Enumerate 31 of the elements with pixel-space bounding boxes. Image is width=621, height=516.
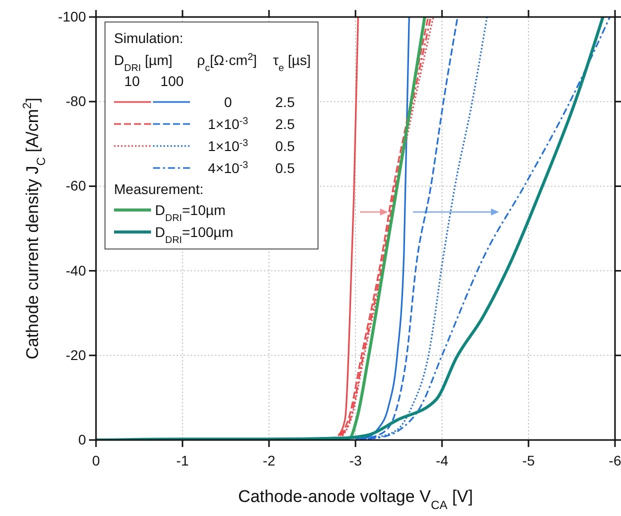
y-tick-label: -40 (66, 262, 86, 278)
annotation: 1×10$^{-3}$ (208, 138, 249, 154)
annotation: τ$_{e}$ [µs] (273, 52, 311, 74)
annotation: 10 (124, 73, 140, 89)
x-tick-label: -5 (522, 452, 535, 468)
x-tick-label: -2 (262, 452, 276, 468)
annotation: 2.5 (275, 94, 295, 110)
legend-label: D$_{DRI}$=10µm (155, 202, 226, 224)
x-axis-title: Cathode-anode voltage V$_{CA}$ [V] (238, 487, 473, 512)
y-tick-label: -60 (66, 178, 86, 194)
x-tick-label: -3 (349, 452, 362, 468)
x-tick-label: -4 (436, 452, 448, 468)
annotation: 100 (160, 73, 184, 89)
annotation: 1×10$^{-3}$ (208, 116, 249, 132)
annotation: Measurement: (114, 181, 204, 197)
x-tick-label: 0 (92, 452, 100, 468)
annotation: 4×10$^{-3}$ (208, 160, 249, 176)
y-tick-label: -20 (66, 346, 86, 363)
annotation: D$_{DRI}$ [µm] (114, 52, 172, 74)
annotation: ρ$_{c}$[Ω·cm$^{2}$] (197, 52, 257, 74)
legend-label: D$_{DRI}$=100µm (155, 224, 234, 246)
y-tick-label: -80 (66, 93, 86, 110)
x-tick-label: -6 (608, 452, 621, 468)
annotation: 0.5 (275, 160, 295, 176)
annotation: 0 (224, 94, 232, 110)
x-tick-label: -1 (176, 452, 189, 468)
annotation: 2.5 (275, 116, 295, 132)
y-tick-label: -100 (58, 8, 86, 24)
annotation: 0.5 (275, 138, 295, 154)
y-tick-label: 0 (78, 431, 86, 448)
annotation: Simulation: (114, 30, 184, 46)
